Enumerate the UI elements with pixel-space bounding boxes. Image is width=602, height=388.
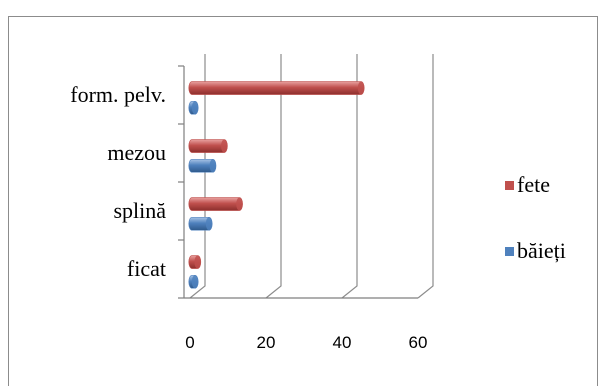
bar-body	[188, 81, 365, 95]
bar-baieti-2	[188, 158, 217, 173]
bar-fete-0	[188, 255, 202, 269]
bar-fete-2	[188, 139, 228, 153]
gridline-x-2	[341, 54, 358, 299]
legend-label-fete: fete	[517, 172, 550, 197]
gridline-x-1	[265, 54, 282, 299]
chart-axes	[178, 65, 418, 299]
legend-label-baieti: băieți	[517, 238, 566, 263]
bar-cap	[357, 81, 365, 95]
bar-baieti-3	[188, 100, 199, 115]
category-label-2: mezou	[107, 140, 166, 165]
bar-cap	[236, 197, 243, 211]
x-tick-label-0: 0	[185, 333, 194, 352]
gridline-x-3	[417, 54, 434, 299]
bar-cap	[209, 159, 216, 173]
bar-body	[188, 197, 243, 211]
bar-cap	[191, 275, 199, 289]
category-label-1: splină	[113, 198, 166, 223]
bar-cap	[194, 255, 201, 269]
bar-cap	[191, 101, 199, 115]
x-tick-label-2: 40	[333, 333, 352, 352]
chart-frame	[8, 16, 598, 386]
chart-labels: 0 20 40 60 ficat splină mezou form. pelv.	[70, 82, 427, 352]
bar-cap	[205, 217, 213, 231]
chart-bars	[188, 81, 365, 289]
bar-baieti-0	[188, 274, 199, 289]
gridline-x-0	[189, 54, 206, 299]
category-label-3: form. pelv.	[70, 82, 166, 107]
legend-swatch-baieti	[505, 247, 514, 256]
x-tick-label-3: 60	[409, 333, 428, 352]
chart-gridlines	[189, 54, 434, 299]
bar-cap	[221, 139, 228, 153]
chart-legend: fete băieți	[505, 172, 566, 263]
x-tick-label-1: 20	[257, 333, 276, 352]
bar-fete-3	[188, 81, 365, 95]
legend-swatch-fete	[505, 181, 514, 190]
bar-baieti-1	[188, 216, 213, 231]
bar-fete-1	[188, 197, 243, 211]
category-label-0: ficat	[127, 256, 166, 281]
